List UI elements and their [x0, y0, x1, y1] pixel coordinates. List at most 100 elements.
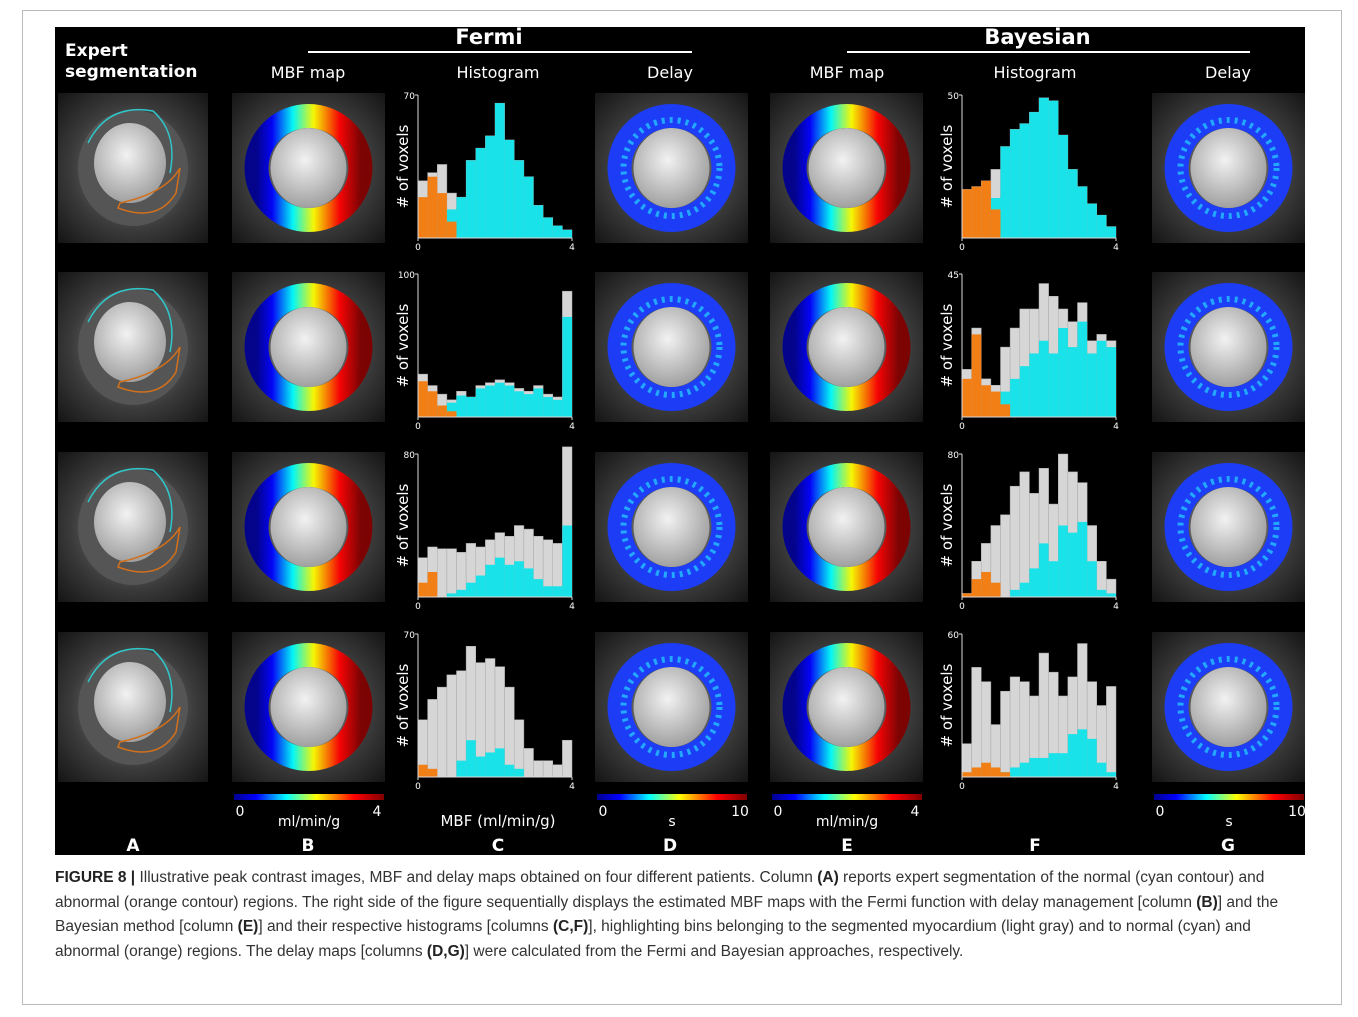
y-tick-label: 70: [404, 631, 416, 641]
column-header: Delay: [647, 63, 693, 82]
x-tick-label: 4: [569, 602, 575, 612]
caption-bold: (B): [1196, 894, 1218, 911]
myocardium-bar: [534, 761, 544, 777]
myocardium-bar: [1010, 677, 1020, 777]
abnormal-bar: [428, 572, 438, 597]
normal-bar: [1049, 101, 1059, 238]
normal-bar: [505, 140, 515, 238]
normal-bar: [485, 752, 495, 777]
normal-bar: [1020, 124, 1030, 238]
myocardium-bar: [562, 740, 572, 777]
normal-bar: [1106, 593, 1116, 597]
abnormal-bar: [437, 406, 447, 417]
abnormal-bar: [981, 572, 991, 597]
myocardium-bar: [1020, 472, 1030, 597]
colorbar-max: 10: [1288, 804, 1306, 820]
normal-bar: [543, 586, 553, 597]
colorbar: [772, 794, 922, 800]
colorbar-unit: ml/min/g: [278, 814, 340, 830]
group-title: Bayesian: [984, 25, 1090, 49]
cavity: [809, 128, 885, 208]
normal-bar: [1039, 758, 1049, 777]
myocardium-bar: [505, 687, 515, 777]
normal-bar: [1106, 347, 1116, 417]
normal-bar: [1049, 353, 1059, 417]
y-axis-label: # of voxels: [394, 303, 412, 387]
normal-bar: [1087, 204, 1097, 238]
normal-bar: [553, 226, 563, 238]
normal-bar: [1106, 772, 1116, 777]
normal-bar: [476, 576, 486, 597]
colorbar-min: 0: [236, 804, 245, 820]
abnormal-bar: [981, 385, 991, 417]
abnormal-bar: [972, 579, 982, 597]
colorbar-unit: ml/min/g: [816, 814, 878, 830]
x-tick-label: 4: [1113, 422, 1119, 432]
myocardium-bar: [972, 667, 982, 777]
normal-bar: [447, 593, 457, 597]
normal-bar: [1020, 583, 1030, 597]
normal-bar: [514, 561, 524, 597]
normal-bar: [485, 565, 495, 597]
normal-bar: [457, 197, 467, 238]
column-header: Delay: [1205, 63, 1251, 82]
normal-bar: [524, 177, 534, 238]
x-tick-label: 0: [415, 782, 421, 792]
x-tick-label: 4: [1113, 602, 1119, 612]
caption-bold: (E): [238, 918, 259, 935]
cavity: [809, 667, 885, 747]
normal-bar: [1010, 767, 1020, 777]
x-tick-label: 0: [415, 422, 421, 432]
myocardium-bar: [543, 761, 553, 777]
myocardium-bar: [514, 720, 524, 777]
normal-bar: [1097, 341, 1107, 417]
normal-bar: [534, 388, 544, 417]
abnormal-bar: [962, 189, 972, 238]
abnormal-bar: [991, 209, 1001, 238]
normal-bar: [1078, 522, 1088, 597]
normal-bar: [1010, 590, 1020, 597]
cavity: [634, 128, 710, 208]
colorbar-max: 4: [911, 804, 920, 820]
caption: FIGURE 8 | Illustrative peak contrast im…: [55, 866, 1315, 964]
abnormal-bar: [1001, 772, 1011, 777]
abnormal-bar: [418, 197, 428, 238]
x-tick-label: 4: [569, 782, 575, 792]
column-letter: C: [492, 836, 504, 856]
caption-bold: FIGURE 8 |: [55, 869, 135, 886]
colorbar-min: 0: [599, 804, 608, 820]
abnormal-bar: [418, 381, 428, 417]
normal-bar: [476, 757, 486, 777]
colorbar-unit: s: [668, 814, 675, 830]
normal-bar: [514, 160, 524, 238]
column-letter: E: [841, 836, 853, 856]
colorbar-min: 0: [774, 804, 783, 820]
normal-bar: [495, 558, 505, 597]
normal-bar: [1001, 146, 1011, 238]
group-title: Fermi: [455, 25, 522, 49]
colorbar-unit: s: [1225, 814, 1232, 830]
y-tick-label: 100: [398, 271, 415, 281]
column-header: Expert: [65, 41, 128, 61]
column-header: MBF map: [271, 63, 346, 82]
column-header: Histogram: [457, 63, 540, 82]
normal-bar: [1097, 215, 1107, 238]
y-axis-label: # of voxels: [938, 483, 956, 567]
column-letter: B: [302, 836, 315, 856]
cavity: [271, 487, 347, 567]
column-letter: G: [1221, 836, 1235, 856]
y-axis-label: # of voxels: [938, 124, 956, 208]
cavity: [1191, 307, 1267, 387]
caption-text: Illustrative peak contrast images, MBF a…: [135, 869, 817, 886]
caption-bold: (D,G): [427, 943, 465, 960]
normal-bar: [505, 765, 515, 777]
abnormal-bar: [991, 583, 1001, 597]
abnormal-bar: [981, 763, 991, 777]
abnormal-bar: [991, 767, 1001, 777]
myocardium-bar: [428, 699, 438, 777]
caption-text: ] and their respective histograms [colum…: [258, 918, 553, 935]
column-header: Histogram: [994, 63, 1077, 82]
cavity: [809, 487, 885, 567]
column-header: segmentation: [65, 62, 198, 82]
